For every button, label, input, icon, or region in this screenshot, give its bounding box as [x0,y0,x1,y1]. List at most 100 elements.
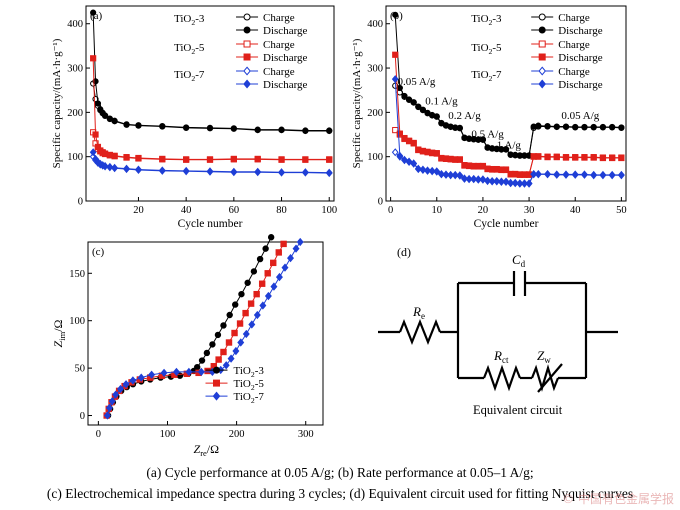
x-tick-label-b: 30 [524,205,535,216]
data-point-b-TiO2-3-discharge [553,123,560,130]
data-point-b-TiO2-3-discharge [433,113,440,120]
data-point-a-TiO2-5-discharge [230,155,237,162]
legend-marker-a [243,79,251,89]
y-tick-label-c: 100 [69,316,85,327]
data-point-b-TiO2-7-discharge [456,171,464,180]
data-point-b-TiO2-7-discharge [447,170,454,179]
data-point-c-TiO2-7-tio2-7 [172,367,180,377]
data-point-c-TiO2-3-tio2-3 [209,341,216,348]
legend-marker-a [243,26,251,34]
x-tick-label-a: 20 [133,205,144,216]
rate-annotation-b: 1 A/g [497,140,522,152]
data-point-c-TiO2-3-tio2-3 [194,363,201,371]
data-point-a-TiO2-3-discharge [183,124,190,131]
data-point-c-TiO2-7-tio2-7 [160,368,168,378]
legend-marker-b [538,53,546,61]
data-point-b-TiO2-7-discharge [553,170,561,179]
data-point-b-TiO2-7-discharge [516,179,524,188]
data-point-a-TiO2-7-discharge [325,168,333,177]
data-point-c-TiO2-7-tio2-7 [248,320,256,329]
x-tick-label-a: 100 [321,205,337,216]
data-point-b-TiO2-7-discharge [493,177,501,186]
data-point-b-TiO2-3-discharge [401,92,408,100]
data-point-b-TiO2-7-discharge [530,169,538,178]
data-point-c-TiO2-7-tio2-7 [281,263,289,272]
label-cd: Cd [512,252,526,269]
legend-label-a: Charge [263,66,295,78]
data-point-a-TiO2-3-discharge [159,123,166,130]
data-point-b-TiO2-3-discharge [456,124,463,131]
data-point-b-TiO2-5-discharge [433,150,440,157]
data-point-b-TiO2-7-discharge [484,176,491,185]
data-point-c-TiO2-3-tio2-3 [226,311,233,319]
data-point-b-TiO2-7-discharge [442,170,450,179]
data-point-a-TiO2-5-discharge [278,156,285,163]
data-point-c-TiO2-5-tio2-5 [215,356,222,363]
legend-label-a: Discharge [263,79,308,91]
data-point-a-TiO2-7-discharge [101,161,109,171]
panel-d-equivalent-circuit: (d) Re Cd Rct Zw Equivalent circuit [378,245,618,417]
data-point-b-TiO2-3-discharge [535,122,542,129]
y-axis-label-b: Specific capacity/(mA·h·g⁻¹) [351,38,363,168]
data-point-a-TiO2-7-discharge [278,168,285,177]
data-point-b-TiO2-7-discharge [396,151,404,160]
data-point-b-TiO2-7-discharge [599,170,607,179]
legend-label-a: Charge [263,39,295,51]
panel-label-c: (c) [92,246,105,258]
legend-marker-b [538,13,546,21]
data-point-b-TiO2-3-discharge [479,136,487,143]
data-point-c-TiO2-5-tio2-5 [280,240,287,248]
data-point-b-TiO2-5-discharge [410,139,417,147]
data-point-a-TiO2-5-discharge [135,154,142,162]
data-point-a-TiO2-7-discharge [123,164,130,173]
legend-group-label-b: TiO2-7 [471,69,502,83]
data-point-b-TiO2-7-discharge [474,175,482,184]
y-tick-label-a: 300 [67,64,83,75]
data-point-c-TiO2-3-tio2-3 [220,322,227,329]
data-point-c-TiO2-5-tio2-5 [236,320,244,327]
data-point-c-TiO2-5-tio2-5 [264,270,271,277]
data-point-c-TiO2-5-tio2-5 [242,309,249,317]
legend-label-c: TiO2-7 [234,391,265,405]
data-point-b-TiO2-7-discharge [608,170,616,179]
data-point-a-TiO2-3-discharge [254,126,261,133]
rate-annotation-b: 0.5 A/g [471,129,504,141]
x-tick-label-b: 50 [616,205,627,216]
data-point-c-TiO2-3-tio2-3 [238,290,245,298]
data-point-a-TiO2-5-discharge [326,156,333,163]
legend-group-label-b: TiO2-5 [471,42,502,56]
data-point-c-TiO2-7-tio2-7 [242,329,250,339]
rate-annotation-b: 0.05 A/g [561,110,599,122]
legend-group-label-b: TiO2-3 [471,13,502,27]
data-point-a-TiO2-5-discharge [206,156,214,163]
data-point-b-TiO2-7-discharge [414,164,422,173]
data-point-b-TiO2-3-discharge [544,123,551,130]
data-point-c-TiO2-7-tio2-7 [253,310,261,320]
data-point-b-TiO2-7-discharge [424,166,431,175]
data-point-b-TiO2-5-discharge [535,153,542,160]
data-point-b-TiO2-7-discharge [544,169,551,178]
data-point-c-TiO2-3-tio2-3 [214,331,222,339]
data-point-b-TiO2-7-discharge [534,169,542,178]
data-point-b-TiO2-5-discharge [544,153,551,160]
data-point-b-TiO2-7-discharge [451,170,459,179]
data-point-b-TiO2-7-discharge [618,170,625,179]
x-tick-label-c: 0 [96,429,101,440]
circuit-caption: Equivalent circuit [473,403,563,417]
data-point-b-TiO2-7-discharge [419,165,427,174]
data-point-b-TiO2-5-discharge [572,154,579,161]
legend-label-b: Charge [558,66,590,78]
data-point-b-TiO2-7-discharge [521,179,528,188]
data-point-b-TiO2-3-discharge [572,123,579,131]
y-axis-label-c: Zim/Ω [51,319,67,347]
y-tick-label-a: 0 [78,197,83,208]
data-point-b-TiO2-7-discharge [488,177,496,186]
data-point-a-TiO2-5-discharge [302,156,309,163]
data-point-c-TiO2-7-tio2-7 [222,361,230,370]
data-point-b-TiO2-7-discharge [470,174,478,183]
y-tick-label-c: 0 [80,411,85,422]
data-point-a-TiO2-3-discharge [90,9,97,16]
data-point-c-TiO2-7-tio2-7 [292,244,300,253]
data-point-b-TiO2-3-discharge [590,123,597,131]
